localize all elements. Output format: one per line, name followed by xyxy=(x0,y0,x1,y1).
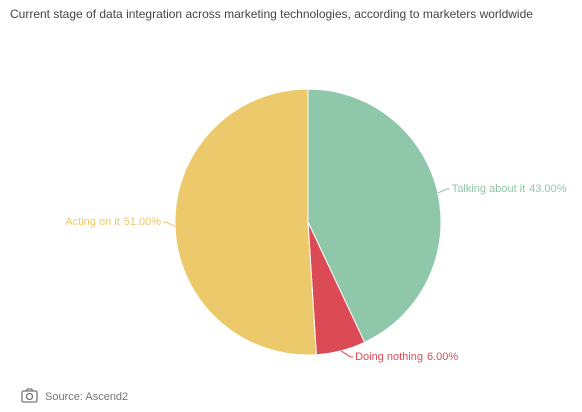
camera-icon xyxy=(21,388,38,403)
data-label: Acting on it 51.00% xyxy=(65,216,161,228)
data-label: Talking about it 43.00% xyxy=(452,183,567,195)
label-name: Acting on it xyxy=(65,216,119,228)
leader-line xyxy=(437,188,450,194)
data-label: Doing nothing 6.00% xyxy=(355,351,458,363)
chart-title: Current stage of data integration across… xyxy=(10,7,533,21)
label-name: Doing nothing xyxy=(355,351,423,363)
leader-line xyxy=(163,221,176,227)
source: Source: Ascend2 xyxy=(45,391,128,403)
leader-line xyxy=(340,350,354,358)
label-value: 6.00% xyxy=(427,351,458,363)
label-value: 43.00% xyxy=(529,183,567,195)
label-name: Talking about it xyxy=(452,183,525,195)
pie-slice xyxy=(174,88,317,356)
label-value: 51.00% xyxy=(124,216,162,228)
